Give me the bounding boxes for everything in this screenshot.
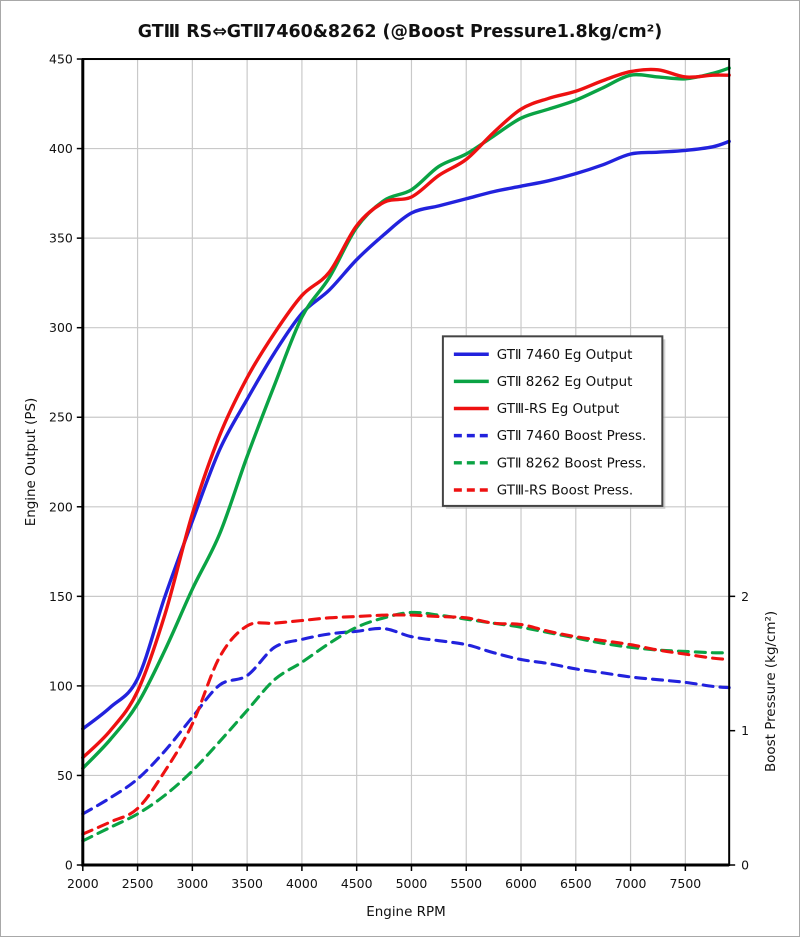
x-tick-label: 4000 <box>286 876 318 891</box>
x-tick-label: 2000 <box>67 876 99 891</box>
y-left-tick-label: 0 <box>65 857 73 872</box>
legend-entry-label: GTⅡ 7460 Eg Output <box>497 348 633 363</box>
y-axis-left-label: Engine Output (PS) <box>24 398 39 527</box>
x-tick-label: 6000 <box>505 876 537 891</box>
y-left-tick-label: 100 <box>49 678 73 693</box>
curve-output <box>81 66 731 770</box>
x-tick-label: 3000 <box>176 876 208 891</box>
y-left-tick-label: 200 <box>49 499 73 514</box>
x-tick-label: 5500 <box>450 876 482 891</box>
y-right-tick-label: 0 <box>741 857 749 872</box>
curve-output <box>81 67 731 760</box>
legend-entry-label: GTⅢ-RS Eg Output <box>497 402 620 417</box>
y-left-tick-label: 250 <box>49 410 73 425</box>
curve-boost <box>81 613 731 836</box>
y-left-tick-label: 300 <box>49 320 73 335</box>
legend-entry-label: GTⅢ-RS Boost Press. <box>497 483 633 498</box>
y-right-tick-label: 1 <box>741 723 749 738</box>
curve-boost <box>81 626 731 816</box>
legend-entry-label: GTⅡ 7460 Boost Press. <box>497 429 647 444</box>
y-right-tick-label: 2 <box>741 589 749 604</box>
y-left-tick-label: 400 <box>49 141 73 156</box>
x-tick-label: 7500 <box>670 876 702 891</box>
curve-boost <box>81 610 731 843</box>
legend-entry-label: GTⅡ 8262 Eg Output <box>497 375 633 390</box>
y-left-tick-label: 350 <box>49 231 73 246</box>
y-left-tick-label: 450 <box>49 52 73 67</box>
legend: GTⅡ 7460 Eg Output GTⅡ 8262 Eg Output GTⅢ-… <box>441 335 666 509</box>
y-left-tick-label: 50 <box>57 768 73 783</box>
y-axis-right-label: Boost Pressure (kg/cm²) <box>764 611 779 772</box>
x-tick-label: 3500 <box>231 876 263 891</box>
x-tick-label: 2500 <box>122 876 154 891</box>
chart-title: GTⅢ RS⇔GTⅡ7460&8262 (@Boost Pressure1.8k… <box>138 22 662 42</box>
x-axis-label: Engine RPM <box>366 905 445 920</box>
data-curves <box>81 66 731 843</box>
x-tick-label: 5000 <box>396 876 428 891</box>
y-left-tick-label: 150 <box>49 589 73 604</box>
legend-entry-label: GTⅡ 8262 Boost Press. <box>497 456 647 471</box>
x-tick-label: 4500 <box>341 876 373 891</box>
axis-ticks <box>76 58 736 871</box>
x-tick-label: 6500 <box>560 876 592 891</box>
legend-box <box>441 335 664 507</box>
axis-tick-labels: 2000 2500 3000 3500 4000 4500 5000 5500 6000 6500… <box>49 52 749 891</box>
x-tick-label: 7000 <box>615 876 647 891</box>
gridlines <box>82 59 730 866</box>
